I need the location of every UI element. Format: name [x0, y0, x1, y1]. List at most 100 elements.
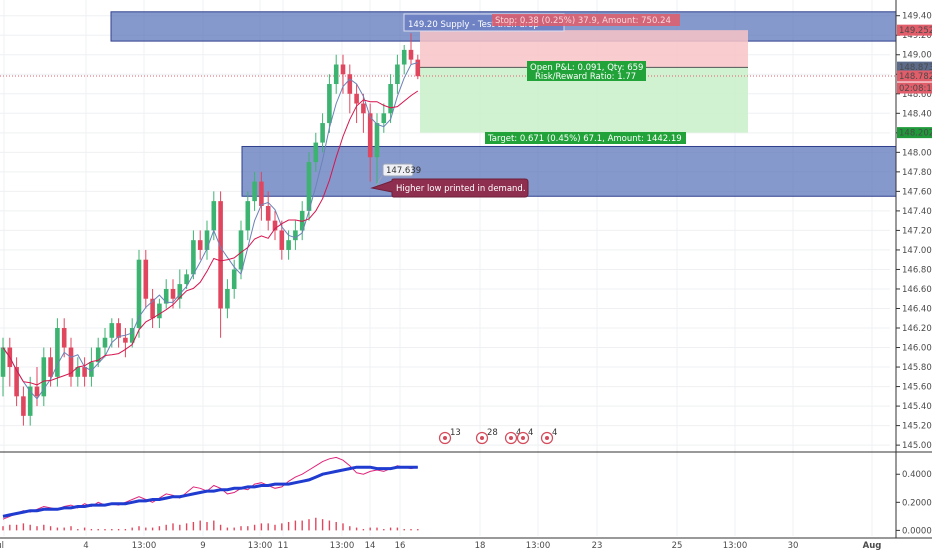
- candle: [41, 347, 47, 407]
- callout-text: Higher low printed in demand.: [396, 184, 526, 194]
- stop-label-text: Stop: 0.38 (0.25%) 37.9, Amount: 750.24: [495, 16, 671, 26]
- candle-body: [123, 337, 128, 343]
- countdown-badge: [897, 82, 932, 94]
- countdown-badge-text: 02:08:15: [899, 84, 932, 94]
- candle: [204, 220, 210, 260]
- candle: [354, 84, 359, 124]
- candle-body: [320, 123, 325, 143]
- candle: [299, 201, 305, 241]
- price-note-bg: [382, 163, 414, 177]
- event-dot: [509, 436, 513, 440]
- candle: [27, 376, 33, 426]
- event-count: 4: [552, 428, 557, 438]
- candle-body: [21, 396, 26, 416]
- candle: [89, 347, 94, 387]
- callout-bubble: [370, 178, 529, 198]
- candle: [245, 191, 251, 241]
- candle-body: [41, 357, 47, 397]
- event-count: 13: [450, 428, 461, 438]
- candle: [143, 249, 149, 309]
- candle-body: [279, 230, 285, 250]
- candle-body: [157, 303, 162, 319]
- event-dot: [443, 436, 447, 440]
- moving-average-red: [2, 90, 419, 386]
- candle-body: [313, 142, 319, 163]
- candle-body: [27, 386, 33, 416]
- candle: [259, 171, 264, 221]
- candle-body: [0, 347, 6, 377]
- candle: [381, 103, 387, 133]
- candle: [68, 337, 74, 387]
- price-note: 147.639: [375, 163, 421, 187]
- candle: [163, 279, 169, 309]
- candle: [14, 357, 19, 407]
- candle: [170, 279, 176, 309]
- candle-body: [367, 113, 373, 158]
- candle: [388, 74, 393, 124]
- time-label: 30: [788, 541, 799, 550]
- candle-body: [333, 64, 339, 85]
- price-tick-label: 145.800: [902, 363, 932, 373]
- price-tick-label: 146.600: [902, 285, 932, 295]
- candle-body: [197, 240, 203, 250]
- candle-body: [299, 210, 305, 231]
- pnl-label-bg: [527, 61, 646, 81]
- price-tick-label: 147.000: [902, 246, 932, 256]
- candle: [265, 191, 271, 231]
- candle-body: [61, 328, 67, 348]
- demand-zone: [241, 145, 897, 197]
- time-label: 18: [475, 541, 486, 550]
- price-tick-label: 149.200: [902, 31, 932, 41]
- supply-label-text: 149.20 Supply - Test then drop: [408, 20, 539, 30]
- candle: [320, 113, 325, 153]
- candle: [327, 74, 332, 133]
- candle-body: [14, 367, 19, 397]
- price-tick-label: 145.000: [902, 441, 932, 451]
- candle: [191, 230, 196, 280]
- candle: [75, 357, 81, 387]
- event-dot: [545, 436, 549, 440]
- candle: [157, 298, 162, 329]
- candle-body: [177, 284, 183, 299]
- oscillator-tick-label: 0.2000: [902, 498, 932, 508]
- candle-body: [340, 64, 346, 75]
- candle: [272, 210, 278, 241]
- oscillator: [2, 456, 419, 531]
- target-label-bg: [485, 132, 686, 144]
- candle: [150, 288, 155, 329]
- candle-body: [225, 288, 230, 309]
- price-tick-label: 149.400: [902, 12, 932, 22]
- candle-body: [401, 49, 407, 65]
- candle: [95, 337, 101, 368]
- time-label: 13:00: [723, 541, 748, 550]
- candle: [218, 191, 223, 338]
- candle: [374, 113, 380, 188]
- candle: [238, 220, 244, 280]
- target-price-badge: [897, 127, 932, 139]
- oscillator-tick-label: 0.4000: [902, 470, 932, 480]
- candle-body: [231, 269, 237, 289]
- price-tick-label: 146.400: [902, 304, 932, 314]
- candle-body: [265, 206, 271, 221]
- candle-body: [48, 357, 53, 377]
- candle: [82, 357, 87, 387]
- candle: [293, 220, 298, 250]
- price-tick-label: 148.600: [902, 90, 932, 100]
- stop-price-badge: [897, 24, 932, 36]
- time-label: 23: [592, 541, 603, 550]
- candle: [116, 318, 121, 348]
- price-tick-label: 148.400: [902, 109, 932, 119]
- macd-line: [2, 465, 418, 518]
- candle-body: [143, 259, 149, 299]
- price-tick-label: 147.600: [902, 187, 932, 197]
- stop-price-badge-text: 149.252: [899, 26, 932, 36]
- candle-body: [408, 49, 414, 60]
- candle-body: [68, 347, 74, 377]
- candle: [7, 337, 13, 387]
- candle-body: [381, 113, 387, 124]
- candle-body: [89, 362, 94, 377]
- candle-body: [129, 328, 135, 343]
